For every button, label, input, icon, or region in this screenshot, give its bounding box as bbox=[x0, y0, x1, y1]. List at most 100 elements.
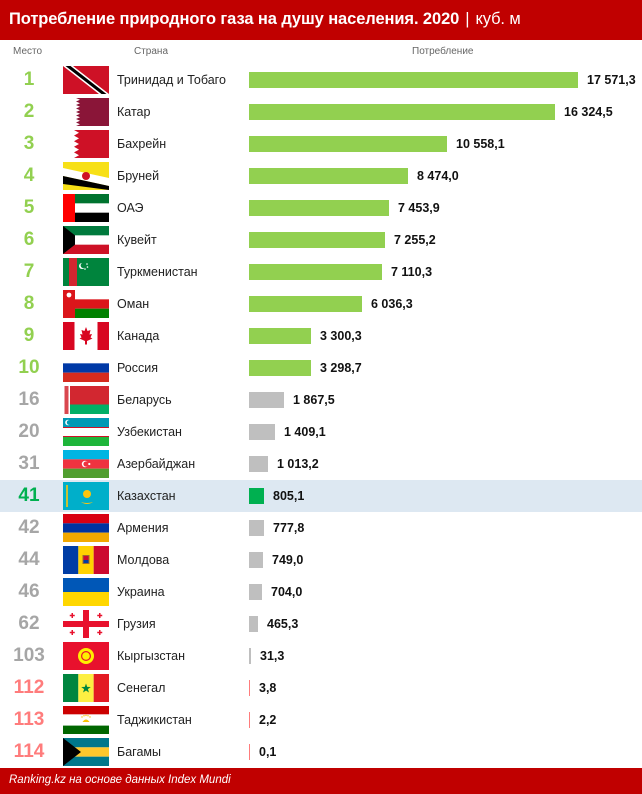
value-bar bbox=[249, 232, 385, 248]
value-bar bbox=[249, 72, 578, 88]
bahamas-flag-icon bbox=[63, 738, 109, 766]
country-label: Бруней bbox=[117, 169, 160, 183]
rank-label: 113 bbox=[13, 709, 45, 730]
value-label: 6 036,3 bbox=[371, 297, 413, 311]
value-bar bbox=[249, 264, 382, 280]
value-label: 16 324,5 bbox=[564, 105, 613, 119]
russia-flag-icon bbox=[63, 354, 109, 382]
chart-row: 1 Тринидад и Тобаго 17 571,3 bbox=[0, 64, 642, 96]
value-label: 31,3 bbox=[260, 649, 285, 663]
kazakhstan-flag-icon bbox=[63, 482, 109, 510]
rank-label: 9 bbox=[23, 325, 35, 346]
country-label: Казахстан bbox=[117, 489, 176, 503]
country-label: Азербайджан bbox=[117, 457, 196, 471]
value-bar bbox=[249, 616, 258, 632]
rank-label: 114 bbox=[13, 741, 45, 762]
chart-row: 46 Украина 704,0 bbox=[0, 576, 642, 608]
value-bar bbox=[249, 488, 264, 504]
chart-row: 10 Россия 3 298,7 bbox=[0, 352, 642, 384]
kyrgyzstan-flag-icon bbox=[63, 642, 109, 670]
value-bar bbox=[249, 104, 555, 120]
chart-row: 41 Казахстан 805,1 bbox=[0, 480, 642, 512]
value-bar bbox=[249, 424, 275, 440]
country-label: Молдова bbox=[117, 553, 170, 567]
value-bar bbox=[249, 552, 263, 568]
value-label: 7 255,2 bbox=[394, 233, 436, 247]
rank-label: 1 bbox=[23, 69, 35, 90]
country-label: Беларусь bbox=[117, 393, 172, 407]
value-bar bbox=[249, 648, 251, 664]
country-label: Катар bbox=[117, 105, 151, 119]
value-label: 1 409,1 bbox=[284, 425, 326, 439]
rank-label: 44 bbox=[18, 549, 40, 570]
country-label: Украина bbox=[117, 585, 165, 599]
value-label: 1 013,2 bbox=[277, 457, 319, 471]
value-label: 749,0 bbox=[272, 553, 304, 567]
rank-label: 41 bbox=[18, 485, 40, 506]
qatar-flag-icon bbox=[63, 98, 109, 126]
brunei-flag-icon bbox=[63, 162, 109, 190]
chart-row: 6 Кувейт 7 255,2 bbox=[0, 224, 642, 256]
bahrain-flag-icon bbox=[63, 130, 109, 158]
source-note: Ranking.kz на основе данных Index Mundi bbox=[9, 774, 231, 786]
country-label: ОАЭ bbox=[117, 201, 144, 215]
value-label: 3,8 bbox=[259, 681, 277, 695]
country-label: Сенегал bbox=[117, 681, 166, 695]
moldova-flag-icon bbox=[63, 546, 109, 574]
rank-label: 16 bbox=[18, 389, 40, 410]
country-label: Тринидад и Тобаго bbox=[117, 73, 226, 87]
rank-label: 10 bbox=[18, 357, 40, 378]
georgia-flag-icon bbox=[63, 610, 109, 638]
tajikistan-flag-icon bbox=[63, 706, 109, 734]
country-label: Кувейт bbox=[117, 233, 157, 247]
chart-row: 5 ОАЭ 7 453,9 bbox=[0, 192, 642, 224]
value-bar bbox=[249, 200, 389, 216]
rank-label: 42 bbox=[18, 517, 40, 538]
chart-row: 9 Канада 3 300,3 bbox=[0, 320, 642, 352]
chart-row: 42 Армения 777,8 bbox=[0, 512, 642, 544]
value-bar bbox=[249, 296, 362, 312]
rank-label: 8 bbox=[23, 293, 35, 314]
chart-row: 16 Беларусь 1 867,5 bbox=[0, 384, 642, 416]
country-label: Грузия bbox=[117, 617, 156, 631]
chart-row: 8 Оман 6 036,3 bbox=[0, 288, 642, 320]
chart-row: 31 Азербайджан 1 013,2 bbox=[0, 448, 642, 480]
value-label: 777,8 bbox=[273, 521, 305, 535]
value-label: 704,0 bbox=[271, 585, 303, 599]
value-bar bbox=[249, 360, 311, 376]
armenia-flag-icon bbox=[63, 514, 109, 542]
chart-row: 112 Сенегал 3,8 bbox=[0, 672, 642, 704]
column-header-value: Потребление bbox=[412, 46, 474, 57]
chart-header: Потребление природного газа на душу насе… bbox=[0, 0, 642, 40]
country-label: Туркменистан bbox=[117, 265, 198, 279]
chart-row: 4 Бруней 8 474,0 bbox=[0, 160, 642, 192]
value-bar bbox=[249, 712, 250, 728]
column-header-rank: Место bbox=[13, 46, 43, 57]
belarus-flag-icon bbox=[63, 386, 109, 414]
value-label: 805,1 bbox=[273, 489, 305, 503]
value-label: 3 298,7 bbox=[320, 361, 362, 375]
rank-label: 6 bbox=[23, 229, 35, 250]
chart-row: 113 Таджикистан 2,2 bbox=[0, 704, 642, 736]
rank-label: 4 bbox=[23, 165, 35, 186]
azerbaijan-flag-icon bbox=[63, 450, 109, 478]
trinidad-and-tobago-flag-icon bbox=[63, 66, 109, 94]
uae-flag-icon bbox=[63, 194, 109, 222]
chart-row: 114 Багамы 0,1 bbox=[0, 736, 642, 768]
rank-label: 112 bbox=[13, 677, 45, 698]
rank-label: 62 bbox=[18, 613, 40, 634]
value-label: 3 300,3 bbox=[320, 329, 362, 343]
rank-label: 46 bbox=[18, 581, 40, 602]
value-bar bbox=[249, 168, 408, 184]
title-separator: | bbox=[465, 10, 470, 28]
value-bar bbox=[249, 744, 250, 760]
ukraine-flag-icon bbox=[63, 578, 109, 606]
chart-row: 3 Бахрейн 10 558,1 bbox=[0, 128, 642, 160]
country-label: Россия bbox=[117, 361, 158, 375]
senegal-flag-icon bbox=[63, 674, 109, 702]
turkmenistan-flag-icon bbox=[63, 258, 109, 286]
country-label: Таджикистан bbox=[117, 713, 192, 727]
value-label: 0,1 bbox=[259, 745, 277, 759]
chart-row: 44 Молдова 749,0 bbox=[0, 544, 642, 576]
value-label: 465,3 bbox=[267, 617, 299, 631]
